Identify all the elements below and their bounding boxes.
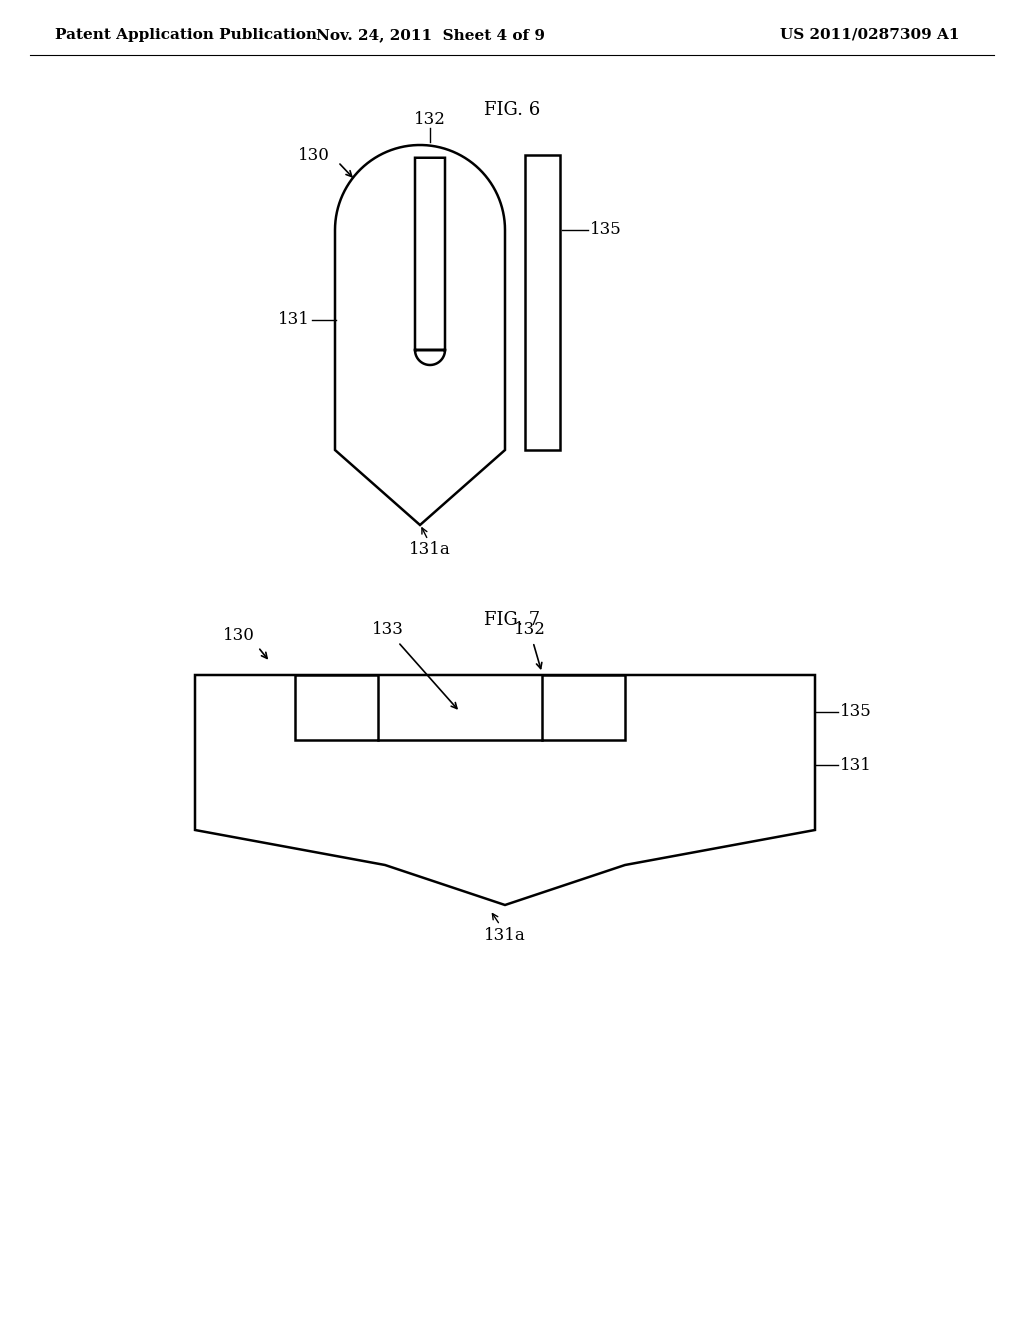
Text: 130: 130 [223,627,255,644]
Text: 130: 130 [298,147,330,164]
Text: 131: 131 [840,756,871,774]
Text: Nov. 24, 2011  Sheet 4 of 9: Nov. 24, 2011 Sheet 4 of 9 [315,28,545,42]
Text: 135: 135 [590,222,622,239]
Text: FIG. 6: FIG. 6 [484,102,540,119]
Text: 132: 132 [514,622,546,639]
Text: 133: 133 [372,622,403,639]
Polygon shape [415,158,445,364]
Text: 131a: 131a [484,927,526,944]
Text: 135: 135 [840,704,871,721]
Text: US 2011/0287309 A1: US 2011/0287309 A1 [780,28,959,42]
Polygon shape [335,145,505,525]
Bar [295,675,378,741]
Text: 131a: 131a [410,541,451,558]
Polygon shape [195,675,815,906]
Bar [542,675,625,741]
Bar [525,154,560,450]
Text: 132: 132 [414,111,445,128]
Text: FIG. 7: FIG. 7 [484,611,540,630]
Text: Patent Application Publication: Patent Application Publication [55,28,317,42]
Text: 131: 131 [279,312,310,329]
